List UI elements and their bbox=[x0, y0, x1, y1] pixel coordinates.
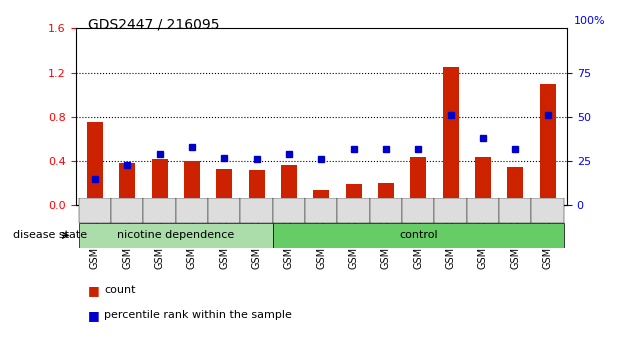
Text: nicotine dependence: nicotine dependence bbox=[117, 230, 234, 240]
Bar bbox=[216, 169, 232, 205]
Text: 100%: 100% bbox=[574, 16, 605, 25]
FancyBboxPatch shape bbox=[402, 198, 435, 223]
FancyBboxPatch shape bbox=[111, 198, 144, 223]
Bar bbox=[410, 156, 427, 205]
Bar bbox=[184, 161, 200, 205]
FancyBboxPatch shape bbox=[176, 198, 208, 223]
Text: GDS2447 / 216095: GDS2447 / 216095 bbox=[88, 18, 220, 32]
Bar bbox=[249, 170, 265, 205]
Bar bbox=[345, 184, 362, 205]
Bar bbox=[152, 159, 168, 205]
Bar bbox=[539, 84, 556, 205]
FancyBboxPatch shape bbox=[499, 198, 532, 223]
Bar bbox=[87, 122, 103, 205]
FancyBboxPatch shape bbox=[241, 198, 273, 223]
Text: percentile rank within the sample: percentile rank within the sample bbox=[104, 310, 292, 320]
FancyBboxPatch shape bbox=[79, 198, 111, 223]
FancyBboxPatch shape bbox=[305, 198, 338, 223]
Bar bbox=[507, 167, 524, 205]
FancyBboxPatch shape bbox=[144, 198, 176, 223]
Text: ■: ■ bbox=[88, 284, 100, 297]
FancyBboxPatch shape bbox=[273, 223, 564, 248]
FancyBboxPatch shape bbox=[532, 198, 564, 223]
Bar bbox=[313, 190, 329, 205]
FancyBboxPatch shape bbox=[273, 198, 305, 223]
Text: ■: ■ bbox=[88, 309, 100, 321]
Text: control: control bbox=[399, 230, 438, 240]
Text: count: count bbox=[104, 285, 135, 295]
Bar bbox=[119, 163, 135, 205]
FancyBboxPatch shape bbox=[370, 198, 402, 223]
Bar bbox=[281, 166, 297, 205]
FancyBboxPatch shape bbox=[79, 223, 273, 248]
Bar bbox=[442, 67, 459, 205]
Bar bbox=[475, 156, 491, 205]
FancyBboxPatch shape bbox=[338, 198, 370, 223]
Bar bbox=[378, 183, 394, 205]
FancyBboxPatch shape bbox=[467, 198, 499, 223]
FancyBboxPatch shape bbox=[435, 198, 467, 223]
Text: disease state: disease state bbox=[13, 230, 87, 240]
FancyBboxPatch shape bbox=[208, 198, 241, 223]
